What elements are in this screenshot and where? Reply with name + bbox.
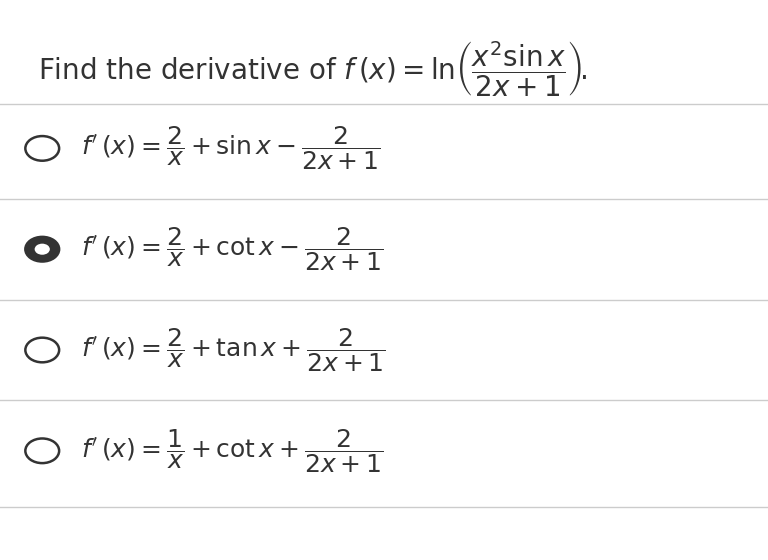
Text: $f'\,(x) = \dfrac{1}{x} + \cot x + \dfrac{2}{2x+1}$: $f'\,(x) = \dfrac{1}{x} + \cot x + \dfra… <box>81 427 383 475</box>
Text: $f'\,(x) = \dfrac{2}{x} + \cot x - \dfrac{2}{2x+1}$: $f'\,(x) = \dfrac{2}{x} + \cot x - \dfra… <box>81 225 383 273</box>
Text: $f'\,(x) = \dfrac{2}{x} + \sin x - \dfrac{2}{2x+1}$: $f'\,(x) = \dfrac{2}{x} + \sin x - \dfra… <box>81 124 380 172</box>
Text: $f'\,(x) = \dfrac{2}{x} + \tan x + \dfrac{2}{2x+1}$: $f'\,(x) = \dfrac{2}{x} + \tan x + \dfra… <box>81 326 386 374</box>
Circle shape <box>25 237 59 262</box>
Circle shape <box>35 244 50 255</box>
Text: Find the derivative of $f\,(x) = \ln\!\left(\dfrac{x^2 \sin x}{2x+1}\right)\!.$: Find the derivative of $f\,(x) = \ln\!\l… <box>38 39 588 99</box>
